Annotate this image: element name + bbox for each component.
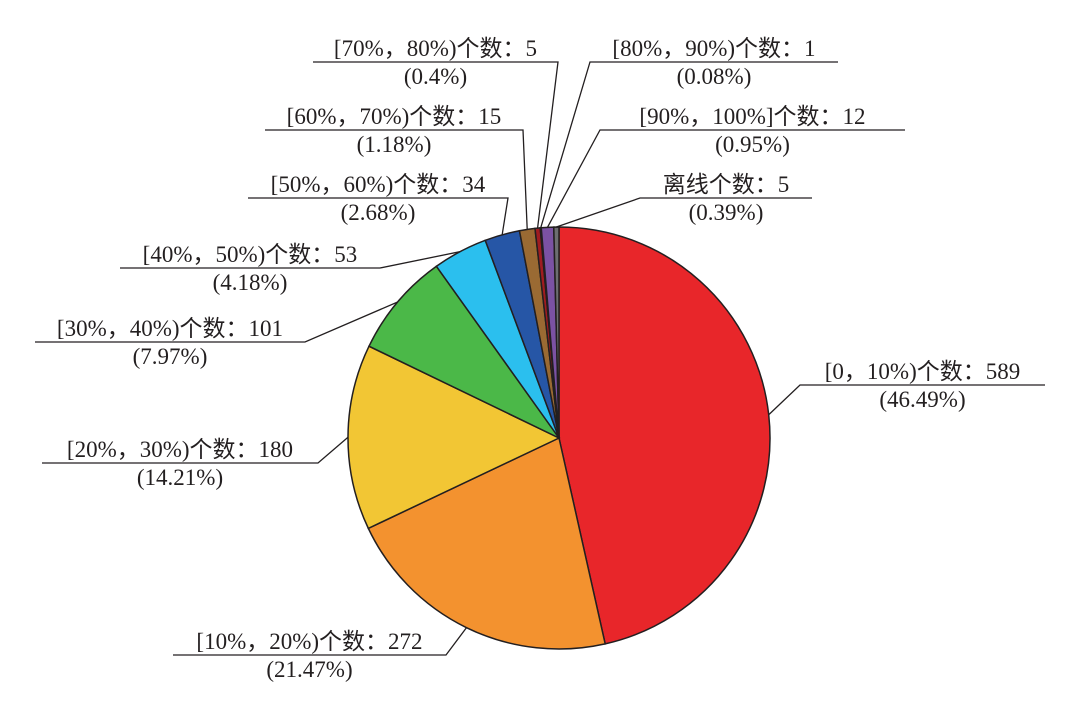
slice-label: [40%，50%)个数：53 xyxy=(143,242,358,267)
slice-label: [70%，80%)个数：5 xyxy=(334,36,537,61)
pie-slice xyxy=(367,436,607,650)
slice-label: [80%，90%)个数：1 xyxy=(612,36,815,61)
leader-line xyxy=(120,251,461,269)
slice-percent-label: (14.21%) xyxy=(137,465,223,490)
slice-label: [50%，60%)个数：34 xyxy=(271,172,486,197)
slice-percent-label: (2.68%) xyxy=(341,200,416,225)
leader-line xyxy=(173,627,468,656)
slice-percent-label: (0.95%) xyxy=(715,132,790,157)
slice-percent-label: (21.47%) xyxy=(266,657,352,682)
leader-line xyxy=(546,129,905,228)
pie-slice xyxy=(347,345,561,530)
slice-label: [10%，20%)个数：272 xyxy=(196,629,422,654)
leader-line xyxy=(556,197,812,228)
leader-line xyxy=(42,436,349,464)
slice-labels: [0，10%)个数：589 (46.49%) [10%，20%)个数：272 (21.… xyxy=(57,36,1020,682)
leader-line xyxy=(248,197,509,235)
pie-slice xyxy=(368,265,560,439)
slice-percent-label: (0.08%) xyxy=(677,64,752,89)
leader-line xyxy=(768,384,1045,416)
pie-slice xyxy=(558,226,771,645)
leader-line xyxy=(265,129,528,230)
slice-percent-label: (7.97%) xyxy=(133,344,208,369)
slice-label: [60%，70%)个数：15 xyxy=(287,104,502,129)
leader-line xyxy=(540,61,838,228)
slice-label: [0，10%)个数：589 xyxy=(825,359,1020,384)
leader-lines xyxy=(35,61,1045,656)
slice-label: [20%，30%)个数：180 xyxy=(67,437,293,462)
leader-line xyxy=(313,61,559,229)
slice-label: [30%，40%)个数：101 xyxy=(57,316,283,341)
slice-percent-label: (46.49%) xyxy=(879,387,965,412)
slice-percent-label: (1.18%) xyxy=(357,132,432,157)
slice-percent-label: (4.18%) xyxy=(213,270,288,295)
slice-label: 离线个数：5 xyxy=(663,172,790,197)
slice-label: [90%，100%]个数：12 xyxy=(639,104,865,129)
leader-line xyxy=(35,301,398,343)
slice-percent-label: (0.39%) xyxy=(689,200,764,225)
slice-percent-label: (0.4%) xyxy=(404,64,467,89)
